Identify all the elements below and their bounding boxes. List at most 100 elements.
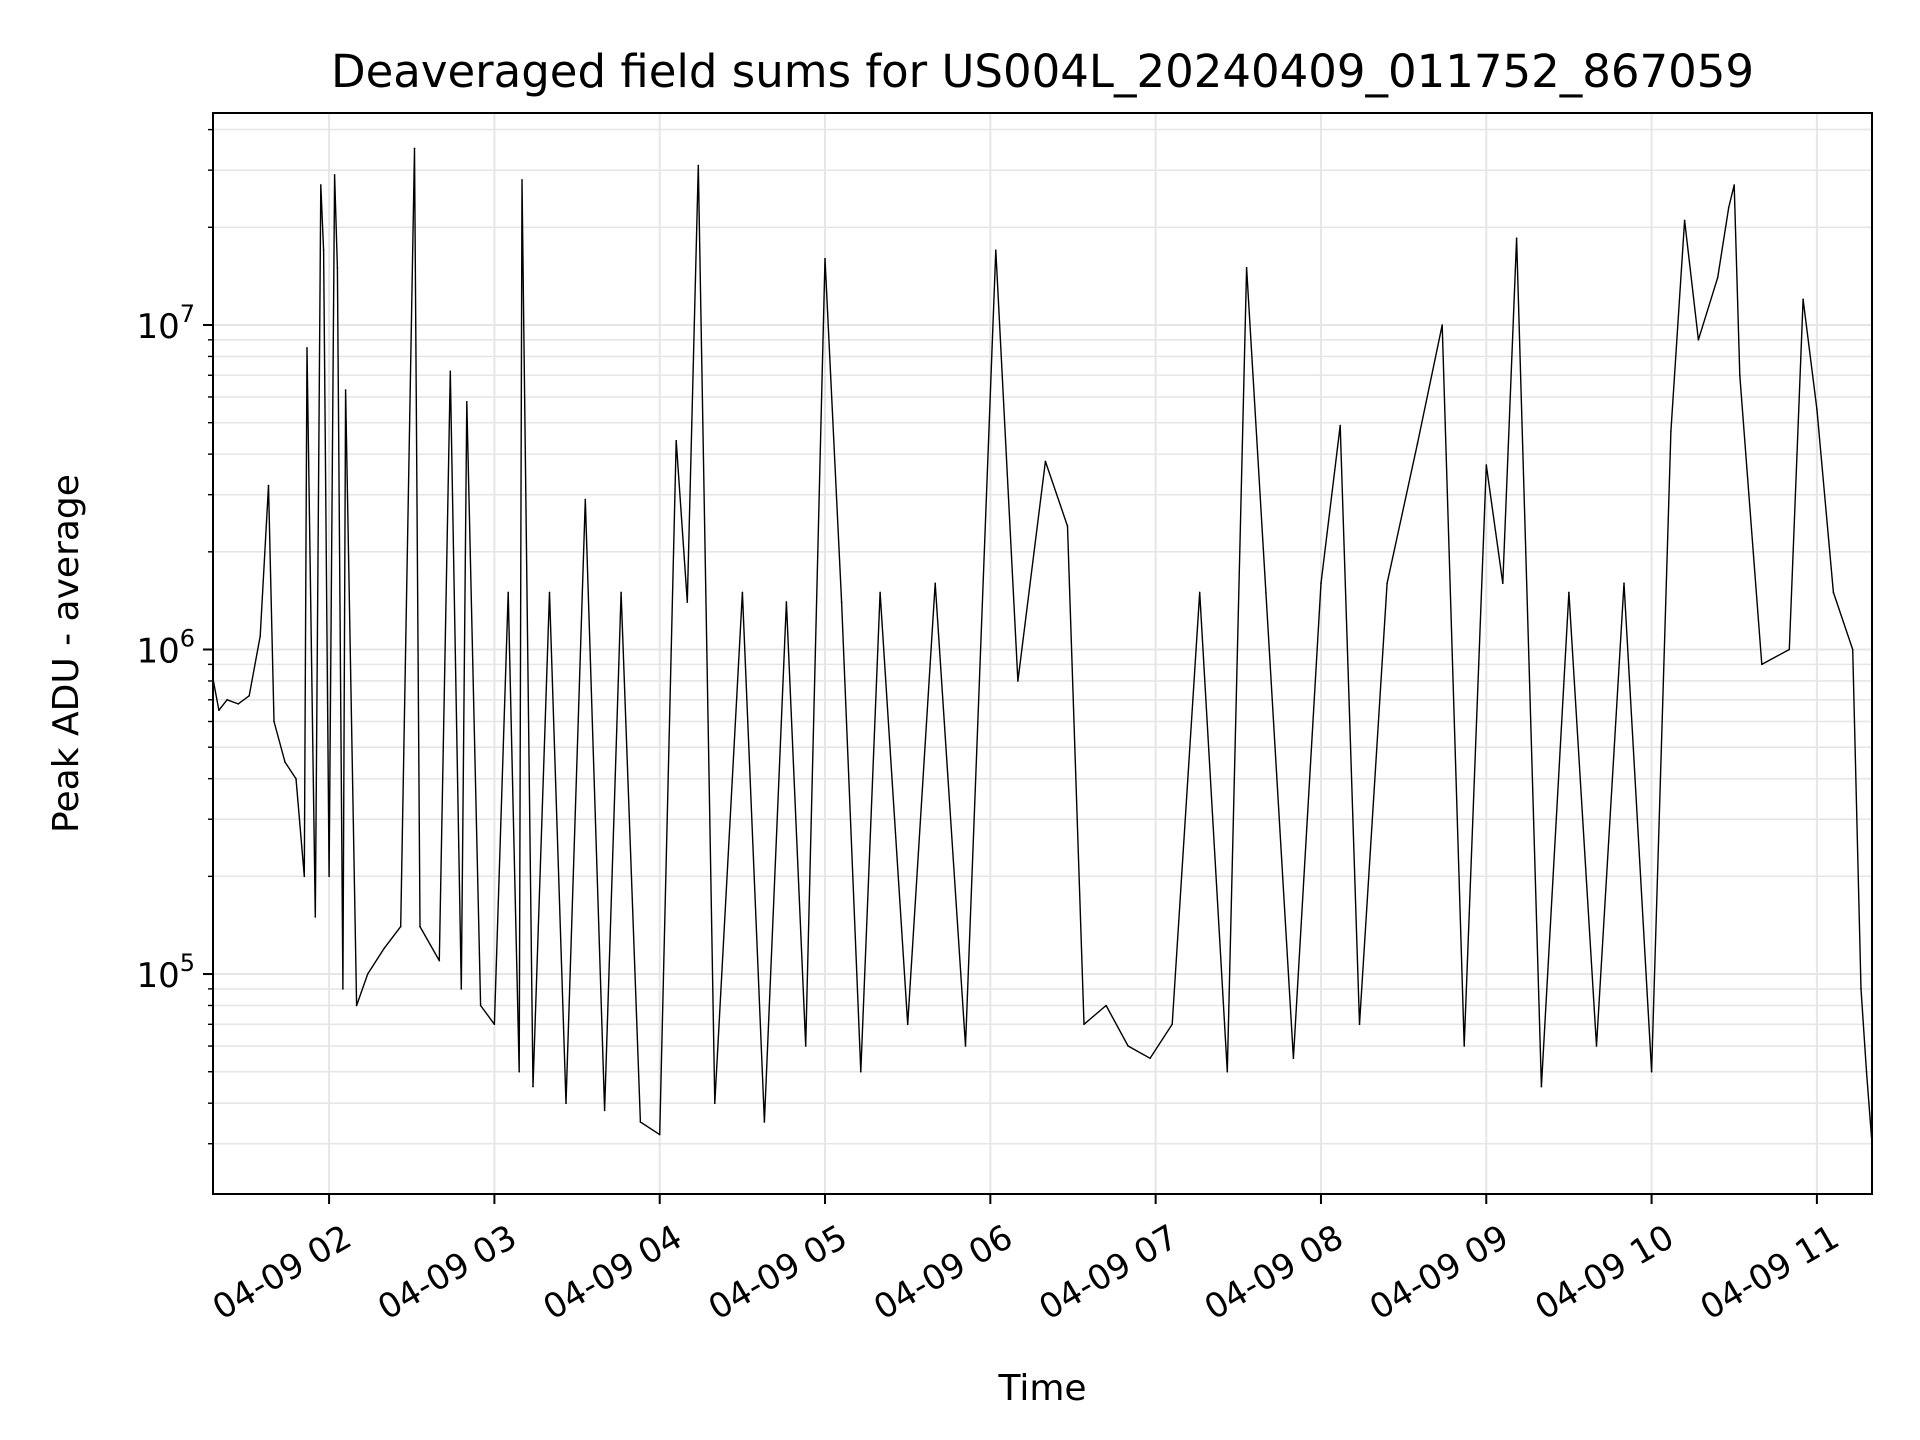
data-point — [995, 249, 997, 251]
data-point — [824, 257, 826, 260]
data-point — [419, 925, 421, 928]
data-point — [267, 484, 270, 487]
data-point — [366, 973, 369, 975]
data-point — [295, 777, 297, 780]
data-point — [479, 1004, 482, 1007]
data-point — [686, 601, 689, 603]
data-point — [1105, 1004, 1107, 1007]
data-point — [1265, 591, 1267, 594]
data-point — [1727, 206, 1730, 209]
data-point — [879, 591, 881, 594]
data-point — [785, 601, 788, 603]
plot-area — [212, 147, 1873, 1145]
data-point — [284, 761, 286, 763]
data-point — [493, 1023, 496, 1026]
data-point — [1568, 591, 1570, 594]
data-point — [1127, 1045, 1129, 1047]
data-point — [697, 164, 700, 167]
data-point — [303, 875, 306, 878]
data-point — [438, 959, 441, 962]
data-point — [344, 389, 347, 391]
data-point — [934, 582, 936, 585]
axes-frame — [212, 112, 1873, 1195]
data-point — [1623, 582, 1625, 585]
data-point — [342, 988, 344, 990]
data-point — [1502, 582, 1504, 585]
data-point — [1044, 460, 1047, 463]
data-point — [1416, 443, 1419, 445]
data-point — [1733, 184, 1735, 186]
data-point — [620, 591, 622, 594]
data-point — [1515, 237, 1518, 240]
data-point — [1245, 267, 1248, 269]
data-point — [383, 947, 386, 950]
data-point — [1670, 430, 1672, 433]
data-point — [906, 1023, 909, 1026]
data-point — [1788, 648, 1791, 651]
y-axis-label: Peak ADU - average — [46, 474, 87, 833]
data-point — [336, 267, 339, 269]
data-point — [507, 591, 510, 594]
data-point — [840, 601, 843, 603]
data-point — [548, 591, 551, 594]
data-point — [675, 439, 677, 442]
data-point — [237, 703, 239, 705]
data-point — [1066, 525, 1069, 527]
data-point — [1595, 1045, 1598, 1047]
data-point — [1716, 276, 1719, 279]
y-tick-label: 105 — [136, 949, 195, 996]
data-point — [273, 720, 275, 723]
data-point — [658, 1133, 661, 1136]
data-point — [1358, 1023, 1361, 1026]
data-point — [333, 174, 336, 176]
data-point — [1540, 1085, 1543, 1088]
data-point — [584, 498, 587, 501]
data-point — [521, 179, 523, 181]
data-point — [1083, 1023, 1085, 1026]
data-point — [320, 184, 322, 186]
data-point — [1171, 1023, 1173, 1026]
data-point — [226, 699, 228, 701]
data-point — [1816, 408, 1818, 411]
data-point — [1650, 1070, 1653, 1073]
data-point — [1851, 648, 1854, 651]
data-point — [449, 370, 452, 373]
data-point — [1198, 591, 1201, 594]
data-point — [399, 925, 402, 928]
data-point — [860, 1070, 862, 1073]
data-point — [1463, 1045, 1465, 1047]
data-point — [1339, 424, 1341, 427]
y-tick-label: 107 — [136, 300, 195, 347]
grid — [213, 113, 1872, 1194]
data-point — [1865, 1070, 1868, 1073]
data-point — [314, 916, 317, 918]
data-point — [1320, 582, 1322, 585]
data-point — [804, 1045, 807, 1047]
data-point — [532, 1085, 534, 1088]
data-point — [460, 988, 463, 990]
y-axis-ticks: 105 106 107 — [136, 128, 213, 1145]
data-point — [603, 1109, 606, 1112]
data-point — [1226, 1070, 1229, 1073]
data-point — [741, 591, 744, 594]
data-point — [1149, 1057, 1151, 1060]
data-point — [1739, 374, 1741, 377]
data-point — [639, 1121, 642, 1123]
data-point — [565, 1102, 567, 1104]
data-point — [1761, 663, 1763, 666]
data-point — [714, 1102, 716, 1104]
data-point — [1386, 582, 1388, 585]
data-point — [1683, 219, 1686, 222]
data-point — [1802, 298, 1804, 301]
data-point — [306, 347, 308, 349]
data-point — [1832, 591, 1835, 594]
data-point — [322, 249, 325, 251]
data-point — [248, 695, 250, 697]
data-point — [964, 1045, 967, 1047]
y-tick-label: 106 — [136, 625, 195, 672]
chart-title: Deaveraged field sums for US004L_2024040… — [331, 45, 1754, 98]
data-point — [218, 709, 220, 711]
x-axis-label: Time — [997, 1368, 1086, 1409]
data-point — [1697, 339, 1700, 341]
